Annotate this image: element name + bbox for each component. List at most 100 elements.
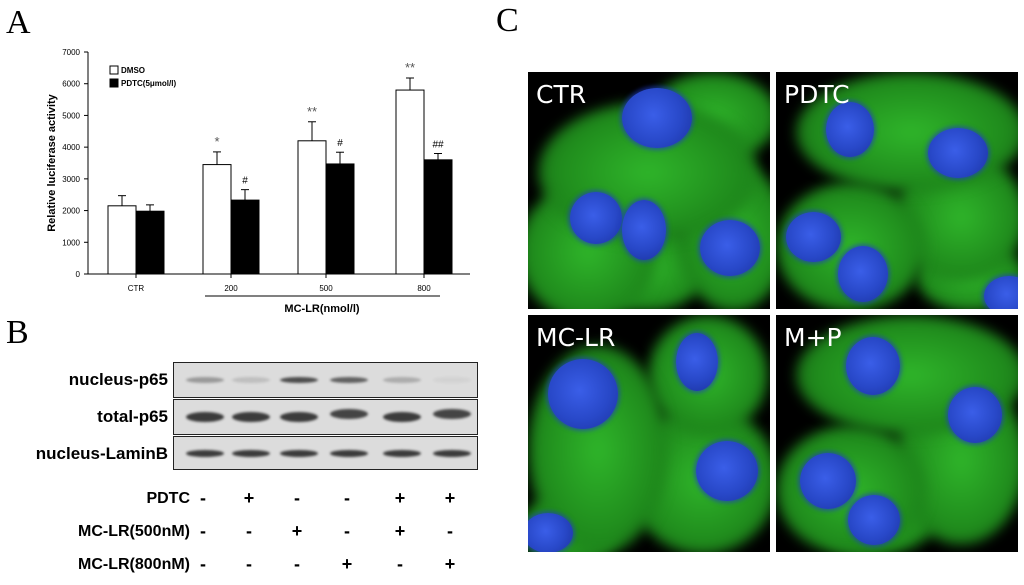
blot-band	[280, 377, 318, 383]
panel-letter-a: A	[6, 4, 31, 41]
bar	[230, 199, 260, 275]
significance-mark: #	[337, 138, 343, 149]
blot-band	[232, 377, 270, 383]
y-tick-label: 6000	[62, 80, 80, 89]
treatment-sign: -	[246, 554, 252, 574]
treatment-sign: +	[243, 488, 255, 508]
blot-band	[433, 409, 471, 419]
treatment-sign: +	[444, 488, 456, 508]
treatment-sign: +	[394, 521, 406, 541]
group-label: MC-LR(nmol/l)	[284, 303, 359, 315]
panel-letter-c: C	[496, 2, 519, 39]
legend-swatch	[109, 78, 119, 88]
treatment-sign: +	[394, 488, 406, 508]
blot-band	[383, 449, 421, 457]
blot-row-label-nucleus-p65: nucleus-p65	[68, 370, 168, 389]
significance-mark: #	[242, 176, 248, 187]
cell-nucleus	[786, 212, 841, 262]
treatment-sign: -	[246, 521, 252, 541]
bar	[395, 89, 425, 275]
treatment-sign: -	[200, 521, 206, 541]
blot-band	[330, 377, 368, 383]
significance-mark: **	[307, 104, 317, 119]
category-label: 500	[319, 284, 333, 293]
category-label: 200	[224, 284, 238, 293]
blot-band	[232, 412, 270, 422]
legend-swatch	[109, 65, 119, 75]
treatment-label-mclr800: MC-LR(800nM)	[78, 556, 190, 573]
y-axis-label: Relative luciferase activity	[46, 93, 58, 231]
treatment-sign: -	[344, 521, 350, 541]
significance-mark: *	[214, 134, 219, 149]
treatment-sign: -	[200, 554, 206, 574]
blot-band	[280, 412, 318, 422]
bar	[107, 205, 137, 275]
blot-band	[383, 412, 421, 422]
blot-band	[232, 449, 270, 457]
micrograph-mclr: MC-LR	[528, 315, 770, 552]
blot-band	[280, 449, 318, 457]
cell-nucleus	[838, 246, 888, 302]
treatment-label-pdtc: PDTC	[146, 490, 190, 507]
category-label: 800	[417, 284, 431, 293]
cell-nucleus	[676, 333, 718, 391]
bar	[297, 140, 327, 275]
treatment-sign: -	[447, 521, 453, 541]
bar	[135, 210, 165, 275]
blot-band	[383, 377, 421, 383]
bar	[202, 164, 232, 275]
bar	[325, 163, 355, 275]
significance-mark: ##	[432, 139, 444, 150]
treatment-sign: +	[444, 554, 456, 574]
y-tick-label: 2000	[62, 207, 80, 216]
legend-label: DMSO	[121, 66, 145, 75]
cell-nucleus	[548, 359, 618, 429]
significance-mark: **	[405, 60, 415, 75]
cell-nucleus	[984, 276, 1018, 309]
blot-band	[433, 449, 471, 457]
treatment-sign: +	[291, 521, 303, 541]
micrograph-mp: M+P	[776, 315, 1018, 552]
y-tick-label: 5000	[62, 111, 80, 120]
blot-band	[186, 412, 224, 422]
micrograph-label-mclr: MC-LR	[536, 323, 616, 352]
blot-band	[433, 377, 471, 383]
cell-nucleus	[696, 441, 758, 501]
cell-nucleus	[700, 220, 760, 276]
blot-strip-laminb	[173, 436, 478, 470]
y-tick-label: 7000	[62, 48, 80, 57]
micrograph-label-pdtc: PDTC	[784, 80, 850, 109]
blot-strip-total-p65	[173, 399, 478, 435]
cell-nucleus	[948, 387, 1002, 443]
blot-band	[186, 449, 224, 457]
cell-nucleus	[528, 513, 573, 552]
blot-band	[330, 409, 368, 419]
treatment-sign: -	[294, 488, 300, 508]
cell-nucleus	[826, 102, 874, 157]
cell-nucleus	[846, 337, 900, 395]
blot-band	[186, 377, 224, 383]
cell-nucleus	[622, 88, 692, 148]
treatment-sign: -	[397, 554, 403, 574]
micrograph-label-ctr: CTR	[536, 80, 587, 109]
panel-letter-b: B	[6, 314, 29, 351]
treatment-sign: +	[341, 554, 353, 574]
cell-nucleus	[570, 192, 622, 244]
blot-row-label-total-p65: total-p65	[97, 407, 168, 426]
luciferase-bar-chart: 0 1000 2000 3000 4000 5000 6000 7000 Relative lu…	[46, 48, 470, 315]
blot-strip-nucleus-p65	[173, 362, 478, 398]
micrograph-ctr: CTR	[528, 72, 770, 309]
cell-nucleus	[848, 495, 900, 545]
treatment-sign: -	[200, 488, 206, 508]
cell-nucleus	[622, 200, 666, 260]
micrograph-pdtc: PDTC	[776, 72, 1018, 309]
y-tick-label: 4000	[62, 143, 80, 152]
category-label: CTR	[128, 284, 145, 293]
micrograph-label-mp: M+P	[784, 323, 842, 352]
y-tick-label: 3000	[62, 175, 80, 184]
cell-nucleus	[928, 128, 988, 178]
y-tick-label: 0	[76, 270, 81, 279]
legend-label: PDTC(5μmol/l)	[121, 79, 176, 88]
treatment-sign: -	[344, 488, 350, 508]
treatment-sign: -	[294, 554, 300, 574]
